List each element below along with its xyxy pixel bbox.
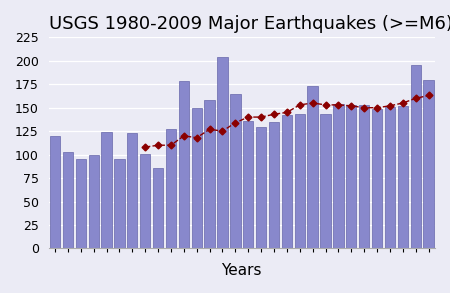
X-axis label: Years: Years xyxy=(221,263,262,278)
Bar xyxy=(50,136,60,248)
Bar xyxy=(204,100,215,248)
Bar xyxy=(385,107,395,248)
Bar xyxy=(346,105,356,248)
Bar xyxy=(179,81,189,248)
Bar xyxy=(192,108,202,248)
Bar xyxy=(256,127,266,248)
Bar xyxy=(243,121,253,248)
Bar xyxy=(359,105,369,248)
Bar xyxy=(320,114,331,248)
Bar xyxy=(63,152,73,248)
Bar xyxy=(410,64,421,248)
Bar xyxy=(76,159,86,248)
Bar xyxy=(166,129,176,248)
Bar xyxy=(230,94,240,248)
Bar xyxy=(127,133,137,248)
Bar xyxy=(333,104,343,248)
Bar xyxy=(101,132,112,248)
Bar xyxy=(398,106,408,248)
Bar xyxy=(217,57,228,248)
Bar xyxy=(295,114,305,248)
Bar xyxy=(372,109,382,248)
Bar xyxy=(269,122,279,248)
Bar xyxy=(140,154,150,248)
Bar xyxy=(153,168,163,248)
Bar xyxy=(307,86,318,248)
Text: USGS 1980-2009 Major Earthquakes (>=M6): USGS 1980-2009 Major Earthquakes (>=M6) xyxy=(49,15,450,33)
Bar xyxy=(114,159,125,248)
Bar xyxy=(282,115,292,248)
Bar xyxy=(423,81,434,248)
Bar xyxy=(89,155,99,248)
